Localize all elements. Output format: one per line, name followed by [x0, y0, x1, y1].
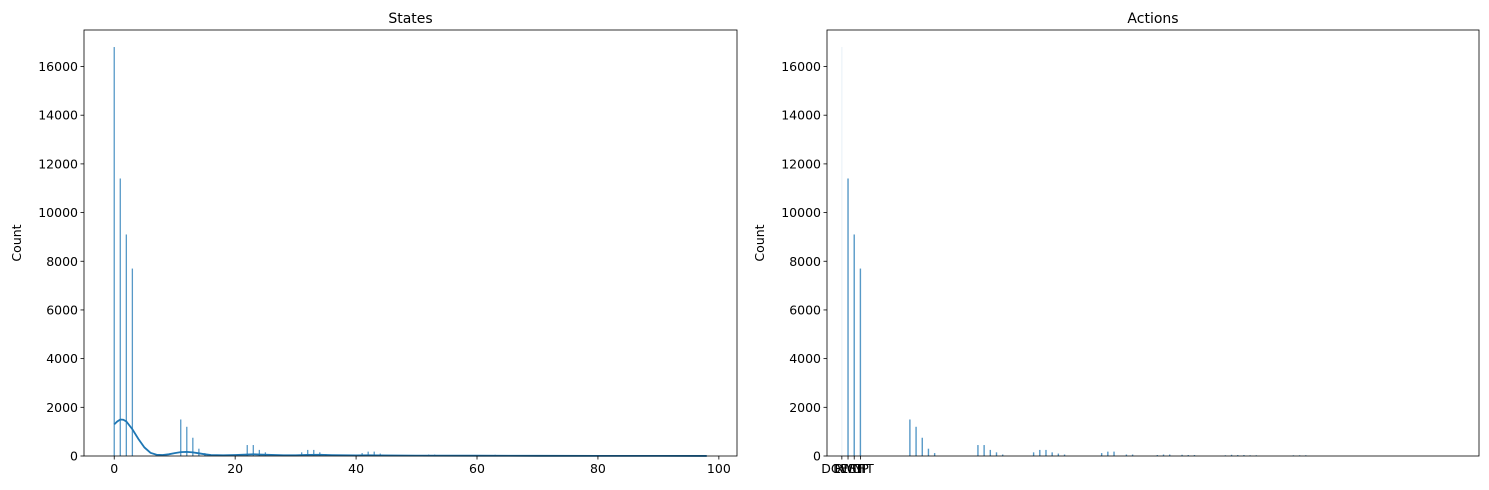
- bar-36: [1063, 454, 1066, 456]
- bar-12: [186, 426, 188, 456]
- x-tick-label: 100: [707, 461, 731, 476]
- bar-24: [989, 449, 992, 456]
- y-tick-label: 0: [70, 449, 78, 464]
- chart-panel-1: States 0 2000 4000 6000 8000 10000 12000 14000 16…: [9, 11, 738, 476]
- bar-26: [1001, 454, 1004, 456]
- bar-56: [1187, 455, 1189, 456]
- x-tick-label: LEFT: [833, 461, 863, 476]
- bar-23: [252, 445, 254, 456]
- x-tick-label: DOWN: [821, 461, 862, 476]
- y-tick-label: 12000: [38, 156, 78, 171]
- bar-51: [1156, 455, 1159, 456]
- bar-52: [1162, 454, 1165, 456]
- x-tick-label: 60: [469, 461, 485, 476]
- bar-22: [246, 445, 248, 456]
- bar-31: [301, 452, 303, 456]
- y-tick-label: 2000: [789, 400, 821, 415]
- bar-57: [1193, 455, 1196, 456]
- bar-11: [180, 419, 182, 456]
- y-tick-label: 4000: [46, 351, 78, 366]
- y-tick-label: 0: [813, 449, 821, 464]
- bar-15: [933, 453, 936, 456]
- y-tick-label: 16000: [781, 59, 821, 74]
- bar-0: [113, 47, 115, 456]
- chart-panel-2: Actions 0 2000 4000 6000 8000 10000 12000 14000 1…: [752, 11, 1480, 476]
- bar-22: [977, 445, 979, 456]
- bar-31: [1032, 452, 1035, 456]
- bar-35: [1057, 453, 1060, 456]
- bar-23: [983, 445, 985, 456]
- bar-2: [125, 234, 127, 456]
- x-tick-label: 20: [227, 461, 243, 476]
- bar-32: [307, 449, 309, 456]
- bar-2: [853, 234, 855, 456]
- x-tick-label: UP: [852, 461, 869, 476]
- bar-11: [909, 419, 911, 456]
- bar-13: [192, 437, 194, 456]
- bar-53: [1169, 454, 1171, 456]
- bar-44: [1113, 451, 1115, 456]
- bar-3: [859, 268, 862, 456]
- plot-frame: [83, 29, 738, 457]
- bar-42: [1100, 453, 1103, 456]
- bar-1: [119, 178, 121, 456]
- y-tick-label: 8000: [46, 254, 78, 269]
- y-tick-label: 6000: [789, 302, 821, 317]
- bar-65: [1243, 455, 1245, 456]
- bar-43: [373, 451, 375, 456]
- y-tick-label: 2000: [46, 400, 78, 415]
- y-tick-label: 14000: [38, 108, 78, 123]
- bar-12: [915, 426, 917, 456]
- kde-line: [113, 418, 707, 457]
- chart-title: Actions: [1127, 11, 1178, 27]
- bar-14: [198, 448, 200, 456]
- x-tick-label: 80: [590, 461, 606, 476]
- bar-13: [921, 437, 923, 456]
- chart-title: States: [388, 11, 432, 27]
- bar-47: [1131, 454, 1134, 456]
- bar-64: [1237, 455, 1239, 456]
- bar-1: [847, 178, 849, 456]
- y-axis-label: Count: [9, 224, 24, 261]
- bar-25: [995, 452, 998, 456]
- x-tick-label: 40: [348, 461, 364, 476]
- plot-frame: [826, 29, 1480, 457]
- bar-33: [313, 449, 315, 456]
- bar-34: [1051, 452, 1053, 456]
- bar-3: [131, 268, 134, 456]
- bar-14: [927, 448, 930, 456]
- bar-24: [258, 449, 260, 456]
- x-tick-label: RIGHT: [835, 461, 874, 476]
- y-tick-label: 10000: [38, 205, 78, 220]
- bar-0: [841, 47, 843, 456]
- y-tick-label: 12000: [781, 156, 821, 171]
- y-tick-label: 6000: [46, 302, 78, 317]
- bar-42: [367, 451, 369, 456]
- y-tick-label: 8000: [789, 254, 821, 269]
- bar-32: [1039, 449, 1041, 456]
- y-tick-label: 4000: [789, 351, 821, 366]
- bar-33: [1045, 449, 1047, 456]
- y-tick-label: 10000: [781, 205, 821, 220]
- y-axis-label: Count: [752, 224, 767, 261]
- y-tick-label: 16000: [38, 59, 78, 74]
- bar-46: [1125, 454, 1128, 456]
- bar-55: [1181, 454, 1183, 456]
- y-tick-label: 14000: [781, 108, 821, 123]
- x-tick-label: 0: [110, 461, 118, 476]
- bar-63: [1230, 454, 1233, 456]
- bar-43: [1107, 451, 1109, 456]
